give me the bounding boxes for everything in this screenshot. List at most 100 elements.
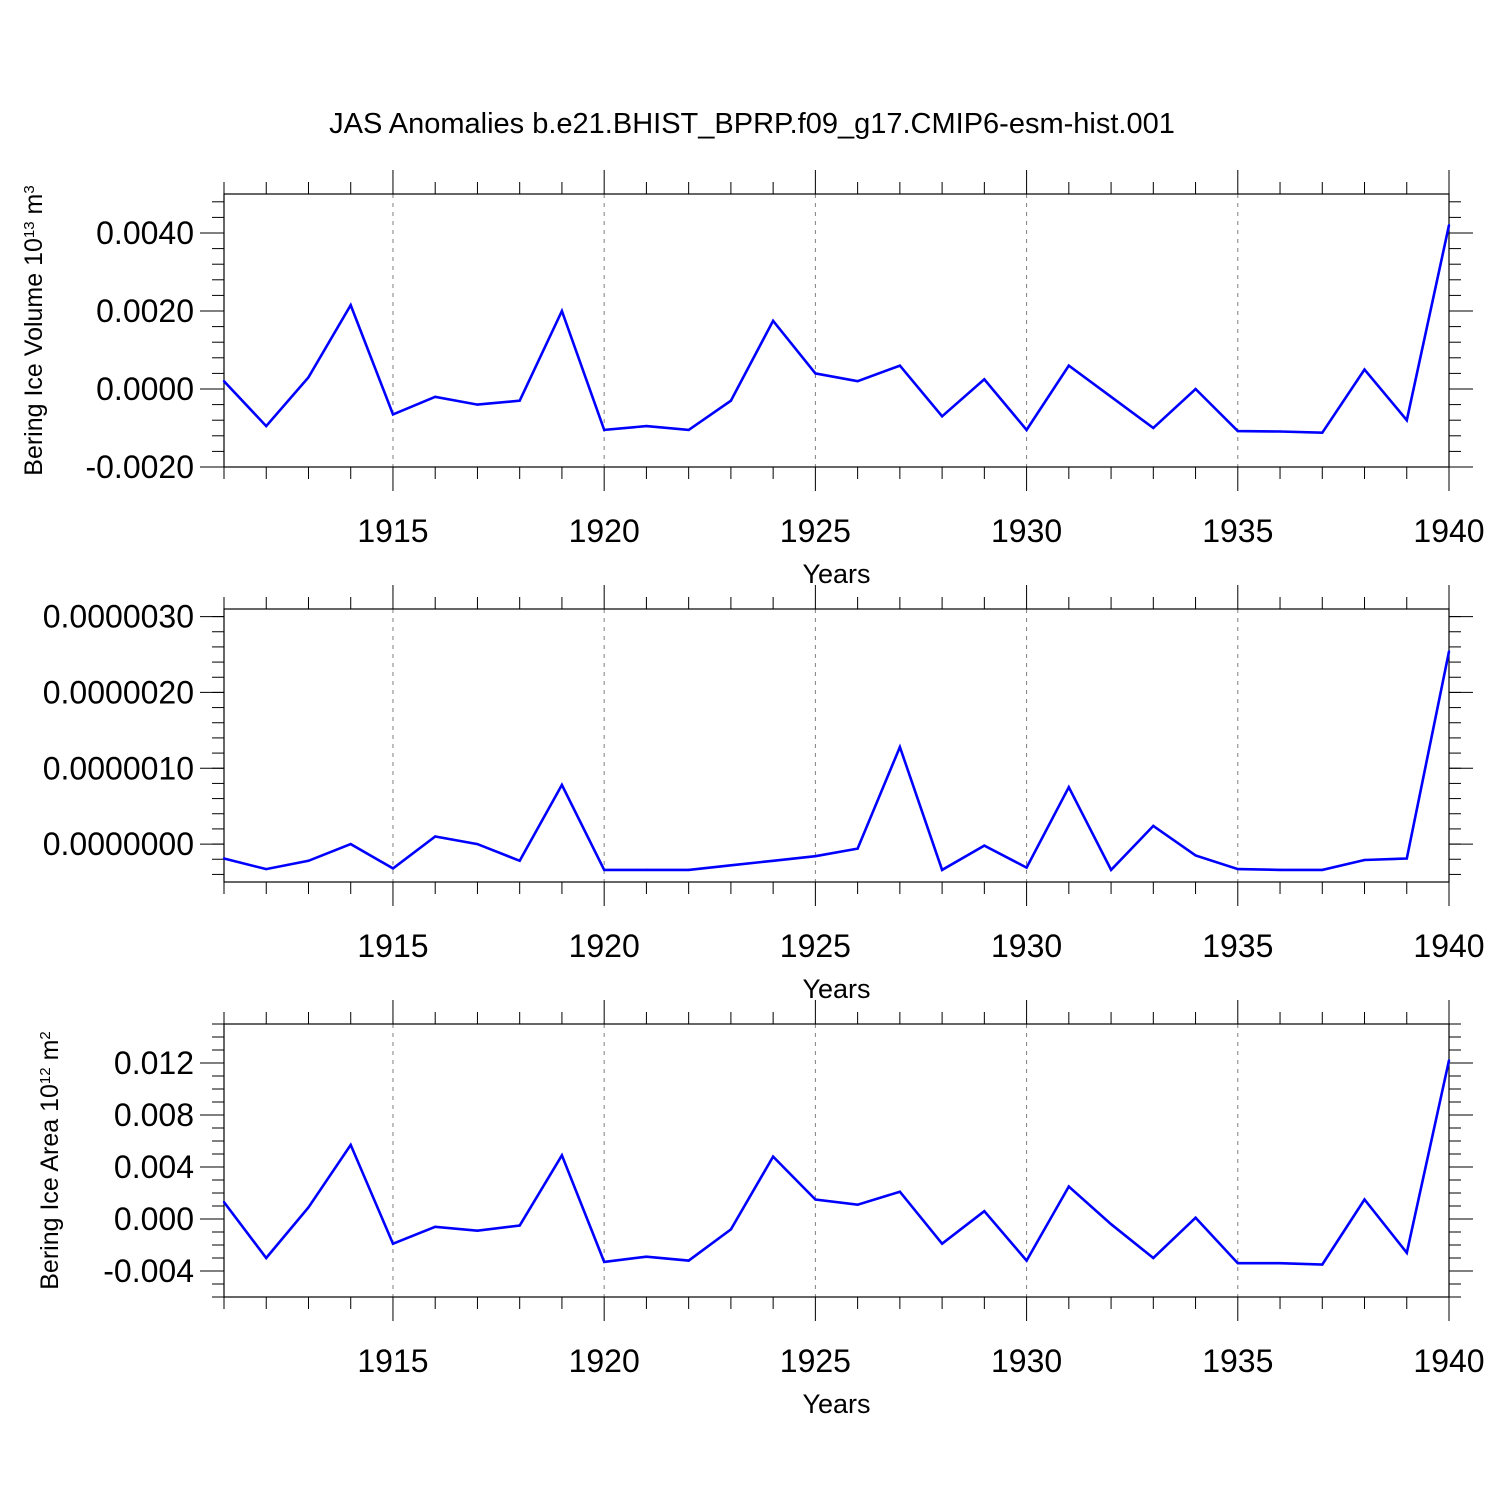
data-point: [729, 1228, 733, 1231]
y-tick-label: 0.0000000: [43, 826, 194, 862]
data-point: [898, 745, 902, 749]
panel-3: 1915 1920 1925 1930 1935 1940 -0.004 0.000 0.004…: [36, 1000, 1485, 1419]
data-point: [518, 1224, 521, 1227]
data-point: [222, 857, 226, 860]
data-point: [1321, 868, 1324, 872]
data-point: [476, 403, 479, 406]
y-tick-label: 0.0000: [96, 371, 194, 407]
data-point: [434, 835, 437, 838]
data-point: [265, 867, 268, 871]
y-tick-label: 0.012: [114, 1045, 194, 1081]
data-point: [1194, 854, 1197, 857]
data-point: [1067, 364, 1071, 367]
data-point: [1447, 224, 1451, 227]
data-point: [1109, 1223, 1113, 1226]
data-point: [983, 1210, 986, 1213]
data-point: [1363, 368, 1366, 371]
data-point: [265, 424, 268, 428]
data-point: [1194, 1216, 1197, 1219]
x-tick-label: 1915: [357, 513, 428, 549]
data-point: [434, 1225, 437, 1229]
x-tick-label: 1940: [1413, 928, 1484, 964]
data-point: [898, 364, 902, 367]
y-tick-label: -0.004: [103, 1253, 194, 1289]
data-point: [222, 1200, 226, 1204]
y-axis-label: Bering Ice Volume 1013 m3: [20, 185, 48, 475]
data-point: [645, 424, 648, 428]
data-point: [518, 399, 521, 402]
y-axis-label-superscript: 3: [21, 185, 38, 193]
y-tick-label: 0.0040: [96, 215, 194, 251]
data-point: [1321, 431, 1324, 434]
y-axis-label-superscript: 12: [37, 1067, 54, 1084]
data-point: [391, 413, 395, 416]
data-point: [771, 319, 775, 322]
data-point: [771, 859, 775, 862]
y-tick-label: -0.0020: [85, 449, 194, 485]
data-point: [983, 844, 986, 847]
data-point: [1152, 824, 1155, 828]
x-tick-label: 1930: [991, 513, 1062, 549]
y-axis-label-text: m: [20, 194, 48, 222]
data-point: [349, 303, 352, 307]
data-point: [856, 847, 859, 850]
y-axis-label-text: Bering Ice Volume 10: [20, 238, 48, 476]
data-point: [687, 868, 690, 872]
y-axis-label-superscript: 13: [21, 221, 38, 238]
data-point: [307, 1206, 310, 1209]
panel-2: 1915 1920 1925 1930 1935 1940 0.0000000 0.00000…: [43, 585, 1485, 1004]
y-axis-label-text: m: [36, 1040, 64, 1068]
y-tick-label: 0.0000030: [43, 599, 194, 635]
y-tick-label: 0.008: [114, 1097, 194, 1133]
x-tick-label: 1925: [780, 928, 851, 964]
data-point: [1447, 650, 1451, 653]
y-tick-label: 0.0000020: [43, 674, 194, 710]
data-point: [1278, 430, 1282, 433]
data-point: [940, 1242, 944, 1245]
x-tick-label: 1935: [1202, 928, 1273, 964]
data-point: [814, 372, 817, 375]
data-point: [645, 1255, 648, 1258]
x-tick-label: 1925: [780, 1343, 851, 1379]
figure-title: JAS Anomalies b.e21.BHIST_BPRP.f09_g17.C…: [329, 108, 1175, 140]
x-tick-label: 1935: [1202, 1343, 1273, 1379]
data-point: [1194, 387, 1197, 391]
data-point: [1278, 868, 1282, 872]
data-point: [476, 1229, 479, 1232]
data-point: [898, 1190, 902, 1193]
data-point: [222, 380, 226, 383]
series-line: [223, 651, 1451, 873]
y-tick-label: 0.0000010: [43, 750, 194, 786]
series-line: [223, 224, 1451, 435]
data-point: [560, 309, 564, 313]
x-tick-label: 1930: [991, 928, 1062, 964]
y-tick-label: 0.0020: [96, 293, 194, 329]
data-point: [1067, 786, 1071, 789]
data-point: [1363, 1198, 1366, 1201]
data-point: [349, 1143, 352, 1147]
x-tick-label: 1940: [1413, 513, 1484, 549]
data-point: [602, 868, 606, 872]
data-point: [602, 428, 606, 432]
data-point: [1405, 857, 1408, 860]
data-point: [560, 783, 564, 787]
data-point: [1152, 1256, 1155, 1260]
data-point: [940, 415, 944, 418]
panels: 1915 1920 1925 1930 1935 1940 -0.0020 0.0000 0.0…: [20, 170, 1485, 1419]
x-tick-label: 1935: [1202, 513, 1273, 549]
data-point: [1405, 1251, 1408, 1255]
data-point: [349, 842, 352, 846]
data-point: [602, 1260, 606, 1264]
x-tick-label: 1920: [569, 513, 640, 549]
x-axis-label: Years: [802, 559, 870, 589]
x-axis-label: Years: [802, 974, 870, 1004]
data-point: [1025, 866, 1028, 869]
data-point: [687, 428, 690, 432]
data-point: [476, 842, 479, 846]
data-point: [265, 1256, 268, 1260]
data-point: [307, 859, 310, 862]
data-point: [434, 395, 437, 398]
y-axis-label-superscript: 2: [37, 1031, 54, 1039]
data-point: [983, 378, 986, 381]
